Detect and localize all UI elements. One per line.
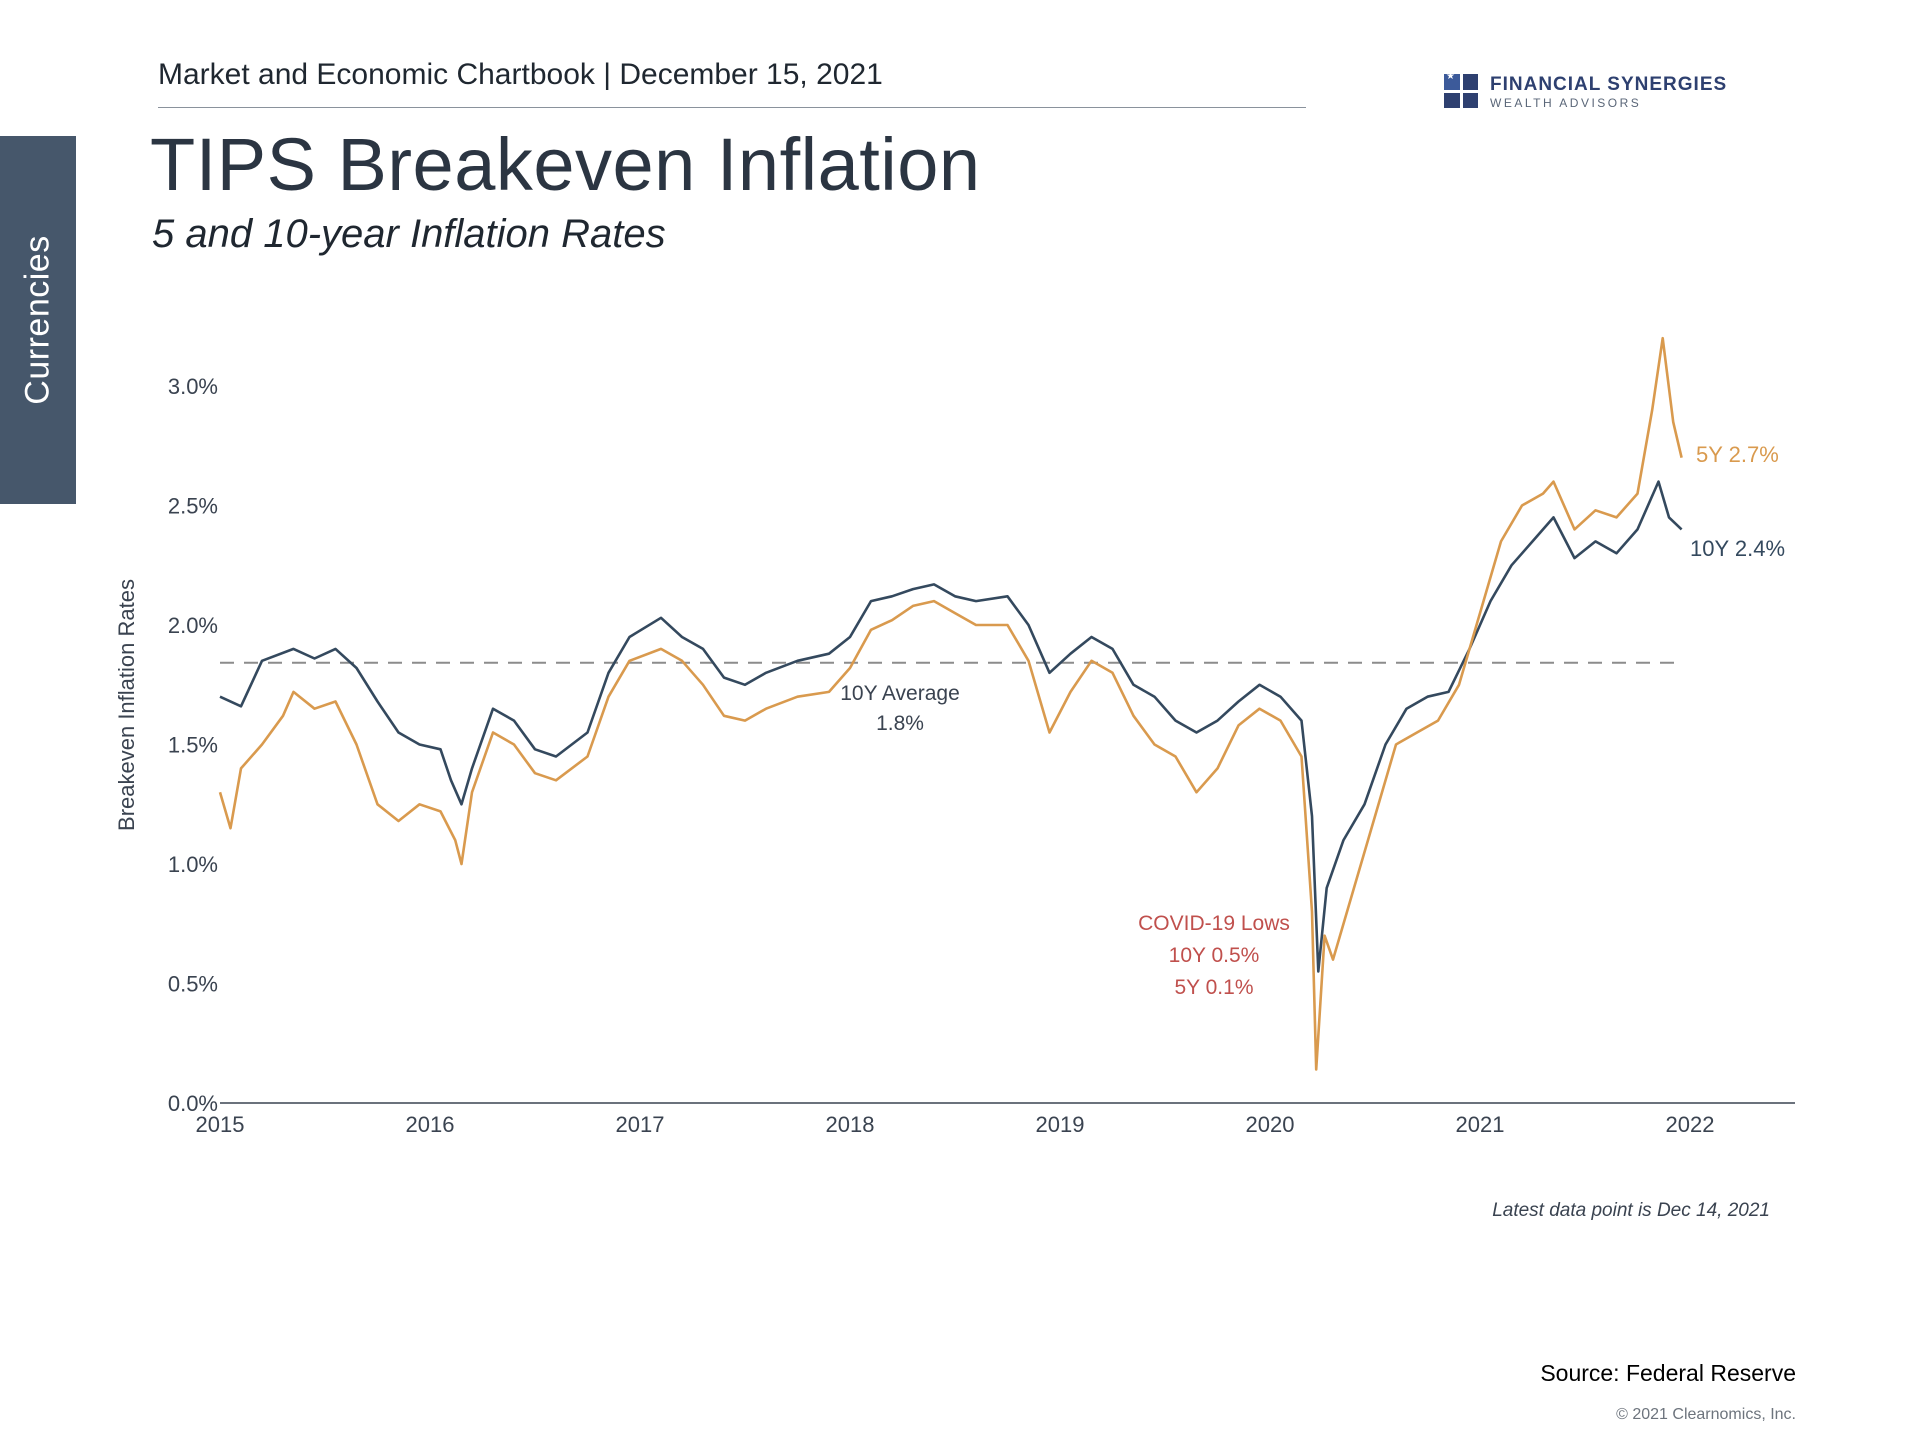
series-end-label-10y: 10Y 2.4% (1690, 536, 1785, 561)
y-tick-label: 1.5% (168, 733, 218, 758)
y-tick-label: 0.5% (168, 972, 218, 997)
covid-annotation-5y: 5Y 0.1% (1174, 976, 1253, 999)
average-annotation-label: 10Y Average (840, 682, 960, 705)
sidebar-section-tab[interactable]: Currencies (0, 136, 76, 504)
source-label: Source: Federal Reserve (1540, 1360, 1796, 1386)
page-subtitle: 5 and 10-year Inflation Rates (152, 212, 666, 256)
average-annotation-value: 1.8% (876, 712, 924, 735)
page-title: TIPS Breakeven Inflation (150, 123, 981, 206)
y-tick-label: 3.0% (168, 374, 218, 399)
logo-name: FINANCIAL SYNERGIES (1490, 74, 1728, 95)
y-tick-label: 2.0% (168, 613, 218, 638)
latest-data-note: Latest data point is Dec 14, 2021 (1492, 1200, 1770, 1221)
y-tick-label: 0.0% (168, 1091, 218, 1116)
covid-annotation-10y: 10Y 0.5% (1169, 944, 1260, 967)
x-tick-label: 2016 (406, 1112, 455, 1137)
header-divider (158, 107, 1306, 108)
x-tick-label: 2020 (1246, 1112, 1295, 1137)
y-axis-label: Breakeven Inflation Rates (114, 579, 139, 831)
y-tick-label: 1.0% (168, 852, 218, 877)
breadcrumb: Market and Economic Chartbook | December… (158, 58, 883, 91)
x-tick-label: 2021 (1456, 1112, 1505, 1137)
flag-grid-logo-icon (1444, 71, 1478, 108)
series-line-10y (219, 480, 1683, 973)
series-end-label-5y: 5Y 2.7% (1696, 442, 1779, 467)
covid-annotation-title: COVID-19 Lows (1138, 912, 1290, 935)
y-tick-label: 2.5% (168, 494, 218, 519)
x-tick-label: 2015 (196, 1112, 245, 1137)
copyright-label: © 2021 Clearnomics, Inc. (1616, 1406, 1796, 1423)
x-tick-label: 2017 (616, 1112, 665, 1137)
logo-tagline: WEALTH ADVISORS (1490, 96, 1642, 110)
x-tick-label: 2019 (1036, 1112, 1085, 1137)
x-tick-label: 2022 (1666, 1112, 1715, 1137)
series-line-5y (218, 336, 1683, 1071)
x-tick-label: 2018 (826, 1112, 875, 1137)
